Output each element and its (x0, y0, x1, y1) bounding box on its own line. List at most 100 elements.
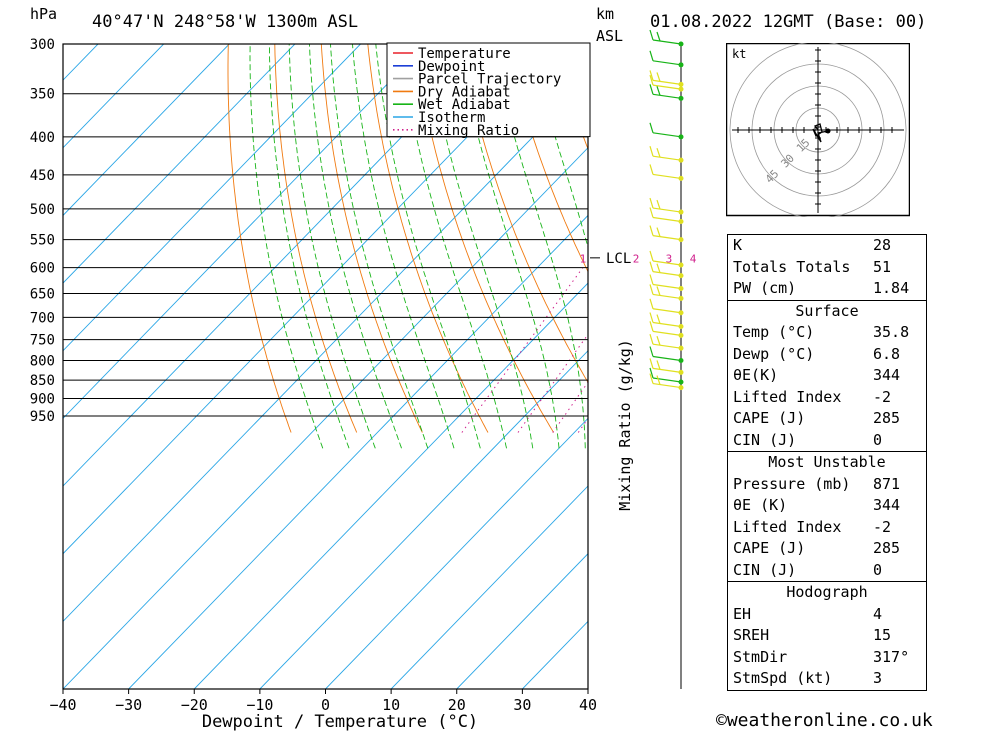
hodograph-row: StmDir 317° (733, 647, 910, 666)
pressure-tick-label: 600 (30, 261, 55, 277)
legend-label: Wet Adiabat (418, 97, 511, 113)
km-label: km (596, 5, 615, 23)
wind-barb-staff (652, 382, 682, 389)
wind-barb-staff (652, 93, 682, 99)
wind-barb-feather (649, 70, 654, 81)
wind-barb-feather (649, 164, 654, 175)
surface-row: Temp (°C) 35.8 (733, 323, 910, 341)
wet-adiabat-line (268, 44, 350, 449)
legend-label: Parcel Trajectory (418, 72, 561, 88)
dry-adiabat-line (647, 44, 720, 433)
surface-title: Surface (795, 301, 859, 320)
dry-adiabat-line (506, 44, 588, 273)
x-tick-label: 30 (513, 696, 531, 714)
wind-barb-feather (649, 312, 654, 323)
isotherm-line (63, 79, 588, 622)
wind-barb-staff (652, 283, 682, 290)
surface-row: CAPE (J) 285 (733, 409, 901, 427)
index-row: PW (cm) 1.84 (733, 279, 910, 297)
pressure-tick-label: 650 (30, 287, 55, 303)
wind-barb-feather (649, 197, 654, 209)
wind-barb-staff (652, 377, 682, 383)
wet-adiabat-line (427, 44, 534, 449)
legend-label: Temperature (418, 46, 511, 62)
wind-barb-feather (649, 250, 654, 262)
wind-barb-feather (656, 31, 661, 42)
x-tick-label: 10 (382, 696, 400, 714)
wind-barb-feather (649, 122, 654, 134)
wind-barb-feather (649, 29, 654, 41)
pressure-tick-label: 450 (30, 168, 55, 184)
wind-barb-feather (649, 274, 654, 285)
wind-barb-feather (656, 314, 661, 324)
hodograph-unit-label: kt (732, 47, 746, 61)
wet-adiabat-line (249, 44, 324, 449)
wind-barb-staff (652, 271, 682, 277)
legend-label: Isotherm (418, 110, 485, 126)
most-unstable-row: Lifted Index -2 (733, 517, 892, 536)
surface-row: θE(K) 344 (733, 366, 901, 384)
indices-table: K 28 Totals Totals 51 PW (cm) 1.84 Surface … (727, 234, 927, 691)
most-unstable-title: Most Unstable (768, 453, 886, 471)
wind-barb-feather (649, 74, 654, 86)
wind-barb-feather (649, 261, 654, 272)
wind-barb-staff (652, 293, 682, 300)
wind-barb-feather (649, 207, 654, 218)
wind-barb-staff (652, 60, 682, 66)
isotherm-line (325, 417, 588, 689)
hodograph-row: SREH 15 (733, 626, 892, 644)
wind-barb-staff (652, 155, 682, 161)
wind-barb-staff (652, 173, 682, 180)
mixing-ratio-line (577, 417, 588, 433)
legend-label: Dewpoint (418, 59, 485, 75)
hodograph-trace (812, 123, 829, 143)
x-tick-label: −30 (115, 696, 142, 714)
x-tick-label: 40 (579, 696, 597, 714)
pressure-tick-label: 750 (30, 333, 55, 349)
wind-barb-feather (649, 346, 654, 357)
copyright-link[interactable]: ©weatheronline.co.uk (716, 710, 933, 731)
wet-adiabat-line (457, 44, 560, 449)
wind-barb-staff (652, 84, 682, 90)
wind-barb-staff (652, 343, 682, 349)
isotherm-line (63, 44, 361, 352)
wind-barb-feather (656, 72, 661, 82)
x-tick-label: −10 (246, 696, 273, 714)
wind-barb-staff (652, 260, 682, 266)
wet-adiabat-lines (249, 44, 677, 449)
datetime-label: 01.08.2022 12GMT (Base: 00) (650, 12, 927, 32)
temperature-tick-labels: −40 −30 −20 −10 0 10 20 30 40 (49, 689, 597, 714)
hodograph-row: StmSpd (kt) 3 (733, 669, 883, 687)
wind-barb-feather (649, 146, 654, 157)
wind-barb-feather (649, 367, 654, 379)
hodograph-table-title: Hodograph (786, 583, 868, 601)
x-tick-label: 0 (321, 696, 330, 714)
surface-row: Lifted Index -2 (733, 387, 892, 406)
pressure-tick-label: 800 (30, 354, 55, 370)
pressure-unit-label: hPa (30, 5, 58, 23)
isotherm-line (128, 214, 588, 689)
wind-barb-feather (656, 263, 661, 273)
wet-adiabat-line (627, 44, 677, 448)
plot-frame (62, 43, 589, 690)
wind-barb-feather (649, 84, 654, 95)
dry-adiabat-line (274, 44, 358, 433)
x-tick-label: 20 (448, 696, 466, 714)
isotherm-line (63, 44, 230, 217)
pressure-tick-label: 500 (30, 202, 55, 218)
wind-barb-feather (649, 225, 654, 236)
most-unstable-row: Pressure (mb) 871 (733, 474, 901, 493)
mixing-ratio-label: 1 (580, 253, 587, 266)
wind-barb-feather (649, 284, 654, 295)
wet-adiabat-line (288, 44, 376, 449)
hodograph-storm-motion (825, 128, 831, 134)
wind-barb-feather (656, 227, 661, 237)
isotherm-lines (63, 44, 588, 689)
isotherm-line (63, 44, 427, 420)
mixing-ratio-label: 3 (666, 253, 673, 266)
wet-adiabat-line (375, 44, 481, 449)
hodograph-row: EH 4 (733, 604, 883, 623)
wind-barb-staff (652, 79, 682, 85)
isotherm-line (456, 553, 588, 689)
